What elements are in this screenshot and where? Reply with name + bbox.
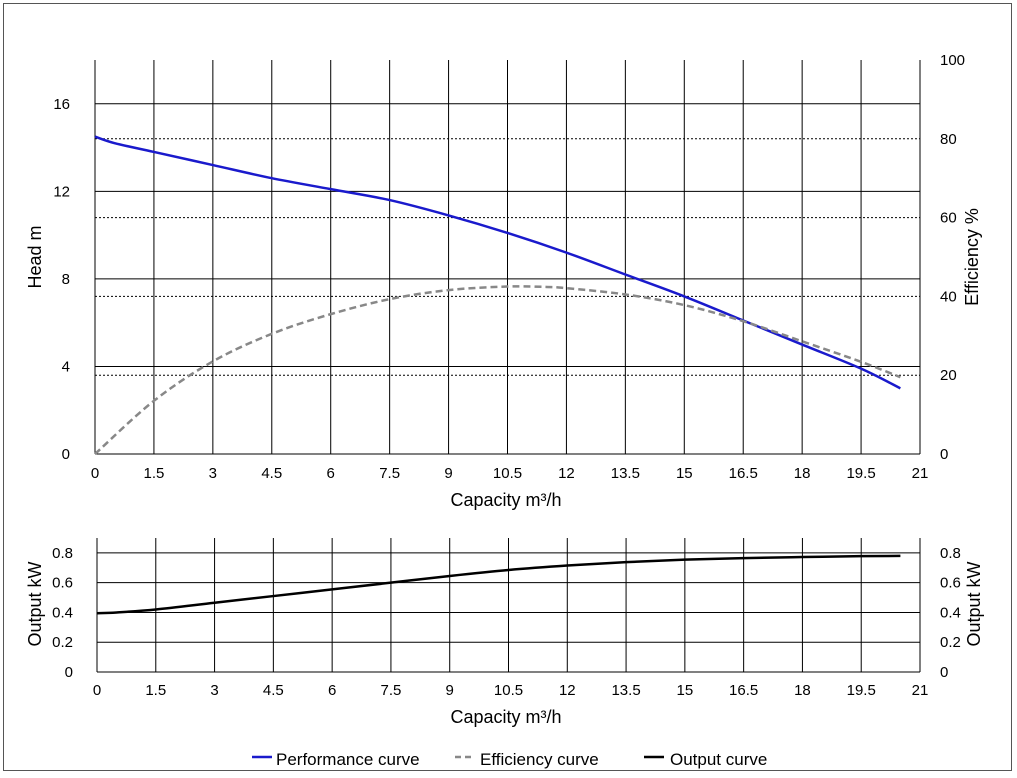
bottom-x-tick-label: 18: [794, 682, 811, 699]
top-x-tick-label: 12: [558, 465, 575, 482]
top-x-tick-label: 4.5: [261, 465, 282, 482]
top-y-tick-label: 16: [53, 96, 70, 113]
bottom-x-tick-label: 0: [93, 682, 101, 699]
bottom-y-tick-label: 0.2: [52, 634, 73, 651]
bottom-y2-tick-label: 0: [940, 664, 948, 681]
bottom-y-tick-label: 0.8: [52, 545, 73, 562]
top-x-tick-label: 3: [209, 465, 217, 482]
top-x-tick-label: 21: [912, 465, 929, 482]
bottom-x-tick-label: 4.5: [263, 682, 284, 699]
top-x-axis-label: Capacity m³/h: [450, 490, 561, 510]
top-y-tick-label: 0: [62, 446, 70, 463]
bottom-x-tick-label: 3: [210, 682, 218, 699]
bottom-x-axis-label: Capacity m³/h: [450, 707, 561, 727]
top-x-tick-label: 13.5: [611, 465, 640, 482]
bottom-y-tick-label: 0.6: [52, 575, 73, 592]
bottom-x-tick-label: 9: [446, 682, 454, 699]
top-y-tick-label: 8: [62, 271, 70, 288]
bottom-y-axis-label: Output kW: [25, 561, 45, 646]
bottom-y2-tick-label: 0.8: [940, 545, 961, 562]
bottom-y2-tick-label: 0.6: [940, 575, 961, 592]
top-y2-axis-label: Efficiency %: [962, 208, 982, 306]
output-curve-line: [96, 554, 901, 615]
bottom-x-tick-label: 16.5: [729, 682, 758, 699]
top-y2-tick-label: 60: [940, 210, 957, 227]
top-y-tick-label: 4: [62, 358, 70, 375]
efficiency-curve-line: [94, 285, 901, 455]
bottom-x-tick-label: 13.5: [611, 682, 640, 699]
legend-label-performance: Performance curve: [276, 750, 420, 769]
bottom-x-tick-label: 12: [559, 682, 576, 699]
bottom-x-tick-label: 10.5: [494, 682, 523, 699]
bottom-x-tick-label: 19.5: [847, 682, 876, 699]
bottom-x-tick-label: 6: [328, 682, 336, 699]
bottom-y-tick-label: 0.4: [52, 604, 73, 621]
top-x-tick-label: 1.5: [143, 465, 164, 482]
bottom-x-tick-label: 15: [677, 682, 694, 699]
legend: Performance curve Efficiency curve Outpu…: [252, 750, 767, 769]
legend-label-efficiency: Efficiency curve: [480, 750, 599, 769]
chart-frame: [3, 3, 1012, 771]
top-x-tick-label: 9: [444, 465, 452, 482]
performance-curve-line: [94, 135, 901, 390]
bottom-y2-tick-label: 0.2: [940, 634, 961, 651]
bottom-chart-grid: [96, 538, 921, 673]
bottom-x-tick-label: 21: [912, 682, 929, 699]
top-y-axis-label: Head m: [25, 225, 45, 288]
top-x-tick-label: 0: [91, 465, 99, 482]
bottom-x-tick-label: 1.5: [145, 682, 166, 699]
top-x-tick-label: 18: [794, 465, 811, 482]
bottom-x-tick-label: 7.5: [380, 682, 401, 699]
top-x-tick-label: 6: [327, 465, 335, 482]
top-x-tick-label: 19.5: [846, 465, 875, 482]
top-y2-tick-label: 40: [940, 288, 957, 305]
top-y2-tick-label: 80: [940, 131, 957, 148]
top-x-tick-label: 16.5: [729, 465, 758, 482]
bottom-y-tick-label: 0: [65, 664, 73, 681]
top-y-tick-label: 12: [53, 183, 70, 200]
legend-label-output: Output curve: [670, 750, 767, 769]
top-x-tick-label: 7.5: [379, 465, 400, 482]
bottom-y2-tick-label: 0.4: [940, 604, 961, 621]
top-y2-tick-label: 0: [940, 446, 948, 463]
top-chart-grid: [94, 60, 921, 455]
top-y2-tick-label: 20: [940, 367, 957, 384]
top-x-tick-label: 15: [676, 465, 693, 482]
top-y2-tick-label: 100: [940, 52, 965, 69]
top-x-tick-label: 10.5: [493, 465, 522, 482]
bottom-y2-axis-label: Output kW: [964, 561, 984, 646]
